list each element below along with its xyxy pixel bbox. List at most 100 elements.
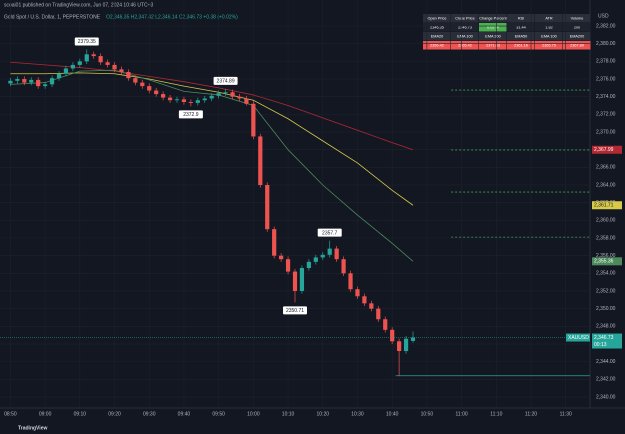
table-cell [479, 41, 507, 50]
candle-body [313, 257, 318, 262]
y-tick-label: 2,372.00 [596, 112, 616, 118]
y-tick-label: 2,382.00 [596, 23, 616, 29]
candle-body [119, 69, 124, 72]
candle-body [341, 259, 346, 274]
table-cell [507, 14, 535, 23]
price-tag-countdown: 00:13 [594, 342, 607, 348]
candle-body [258, 136, 263, 186]
table-cell [423, 23, 451, 32]
table-cell [423, 14, 451, 23]
table-text: 2346.35 [430, 26, 444, 30]
price-label: 2,361.71 [594, 203, 614, 209]
table-cell [535, 32, 563, 41]
table-text: 2356.42 [430, 44, 444, 48]
annotation-box [213, 76, 238, 85]
candle-body [237, 96, 242, 99]
annotation-label: 2372.9 [183, 112, 199, 118]
table-cell [507, 32, 535, 41]
table-text: Close Price [455, 17, 474, 21]
price-tag-bg [592, 333, 622, 349]
x-tick-label: 10:50 [421, 411, 434, 417]
table-text: EMA 100 [457, 35, 472, 39]
table-text: 0.02 % [487, 26, 499, 30]
candle-body [230, 92, 235, 97]
y-tick-label: 2,340.00 [596, 394, 616, 400]
table-text: EMA50 [515, 35, 527, 39]
candle-body [265, 185, 270, 230]
candle-body [29, 79, 34, 83]
table-cell [563, 41, 591, 50]
x-tick-label: 10:10 [282, 411, 295, 417]
table-text: RSI [518, 17, 524, 21]
table-cell [563, 32, 591, 41]
x-tick-label: 09:50 [212, 411, 225, 417]
table-text: 2361.16 [514, 44, 528, 48]
price-label-bg [592, 257, 622, 266]
candle-body [77, 61, 82, 65]
price-tag-label: 2,346.73 [594, 335, 614, 341]
x-tick-label: 10:30 [351, 411, 364, 417]
candle-body [383, 319, 388, 330]
annotation-label: 2379.35 [78, 39, 96, 45]
annotation-label: 2357.7 [322, 230, 338, 236]
table-cell [479, 14, 507, 23]
table-cell [451, 14, 479, 23]
annotation-box [74, 37, 99, 46]
x-tick-label: 11:20 [525, 411, 537, 417]
candle-body [355, 289, 360, 297]
table-text: ATR [545, 17, 553, 21]
annotation-box [178, 110, 203, 119]
table-cell [563, 14, 591, 23]
table-cell [479, 32, 507, 41]
candle-body [306, 261, 311, 269]
x-tick-label: 10:00 [247, 411, 260, 417]
candle-body [403, 338, 409, 352]
candle-body [195, 100, 200, 103]
x-tick-label: 09:30 [143, 411, 156, 417]
candle-body [223, 92, 228, 94]
y-tick-label: 2,380.00 [596, 41, 616, 47]
table-cell [535, 23, 563, 32]
candle-body [334, 248, 339, 260]
candle-body [56, 73, 62, 79]
candle-body [181, 99, 187, 102]
table-cell [507, 23, 535, 32]
candle-body [202, 98, 207, 101]
y-tick-label: 2,360.00 [596, 218, 616, 224]
candle-body [15, 79, 20, 81]
currency: USD [598, 13, 609, 19]
candle-body [292, 271, 298, 291]
candle-body [22, 79, 27, 83]
x-tick-label: 11:00 [456, 411, 468, 417]
candle-body [279, 255, 284, 260]
table-text: Volume [571, 17, 584, 21]
footer-logo: TradingView [18, 425, 47, 431]
candle-body [348, 273, 353, 290]
candle-body [126, 71, 131, 79]
y-tick-label: 2,374.00 [596, 94, 616, 100]
candle-body [216, 93, 221, 96]
candle-body [140, 82, 145, 87]
table-text: EMA 200 [485, 35, 500, 39]
table-text: Change Percent [479, 17, 507, 21]
x-tick-label: 09:40 [178, 411, 191, 417]
table-cell [451, 23, 479, 32]
x-tick-label: 11:10 [490, 411, 502, 417]
candle-body [36, 79, 41, 87]
y-tick-label: 2,352.00 [596, 288, 616, 294]
candle-body [397, 341, 402, 352]
candle-body [98, 56, 103, 63]
y-tick-label: 2,342.00 [596, 377, 616, 383]
y-tick-label: 2,370.00 [596, 129, 616, 135]
table-text: 2371.03 [486, 44, 500, 48]
y-tick-label: 2,358.00 [596, 235, 616, 241]
table-cell [535, 14, 563, 23]
candle-body [84, 54, 89, 62]
candle-body [320, 254, 325, 258]
price-tag-name: XAUUSD [568, 335, 589, 341]
table-cell [507, 41, 535, 50]
table-text: EMA20 [431, 35, 443, 39]
ema-line [10, 61, 414, 151]
y-tick-label: 2,350.00 [596, 306, 616, 312]
